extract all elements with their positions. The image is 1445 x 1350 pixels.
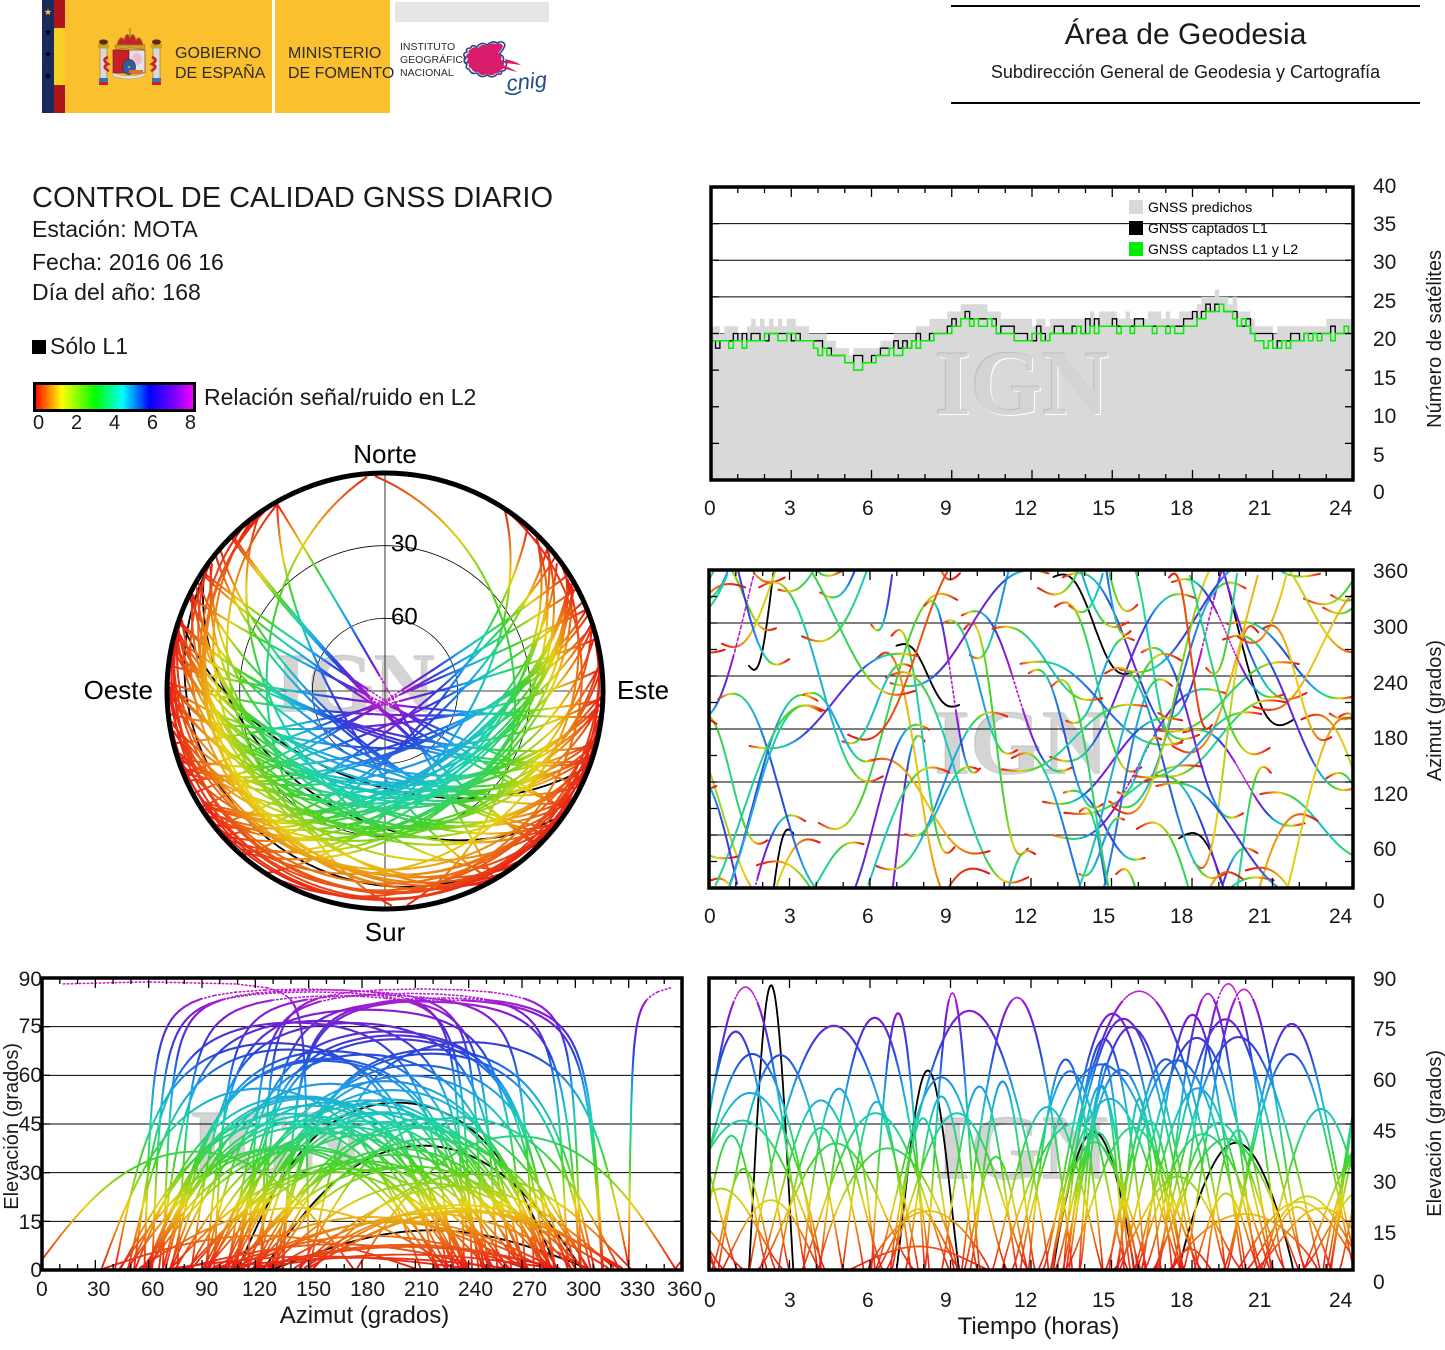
svg-text:30: 30: [391, 531, 418, 558]
svg-text:Norte: Norte: [353, 439, 417, 469]
svg-text:GNSS predichos: GNSS predichos: [1148, 199, 1252, 215]
svg-text:cnig: cnig: [505, 67, 549, 96]
svg-text:Sur: Sur: [365, 917, 406, 947]
svg-text:GNSS captados L1: GNSS captados L1: [1148, 220, 1268, 236]
svg-text:60: 60: [391, 603, 418, 630]
svg-text:GNSS captados L1 y L2: GNSS captados L1 y L2: [1148, 241, 1298, 257]
svg-text:Oeste: Oeste: [84, 675, 153, 705]
svg-text:Este: Este: [617, 675, 669, 705]
